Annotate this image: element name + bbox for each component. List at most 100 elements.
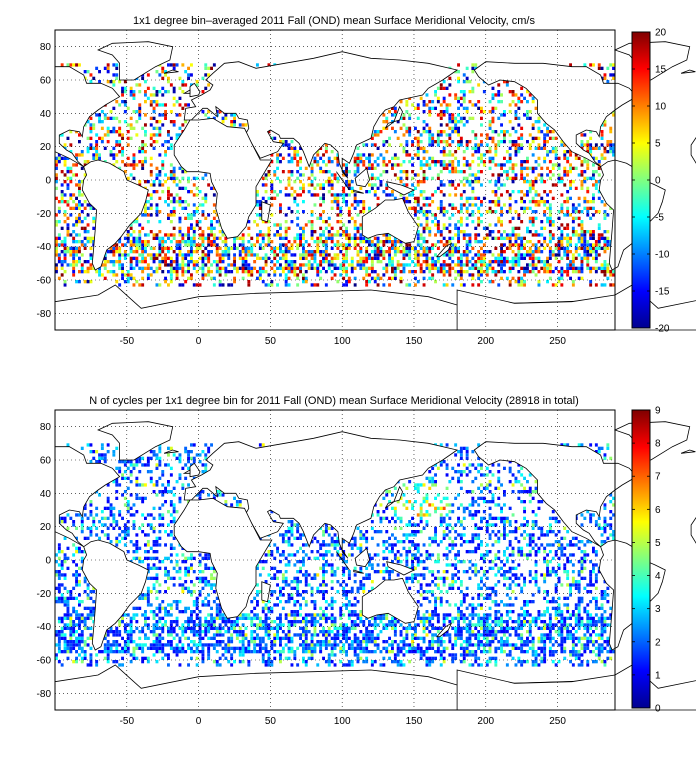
bin-cell [233, 263, 236, 267]
bin-cell [365, 250, 369, 254]
bin-cell [112, 253, 116, 257]
bin-cell [284, 213, 288, 217]
bin-cell [416, 256, 420, 260]
bin-cell [569, 243, 572, 247]
bin-cell [454, 123, 458, 127]
bin-cell [158, 240, 162, 244]
bin-cell [408, 206, 412, 210]
bin-cell [103, 146, 107, 150]
bin-cell [580, 230, 584, 234]
bin-cell [505, 160, 509, 164]
bin-cell [414, 126, 417, 130]
bin-cell [414, 173, 417, 177]
bin-cell [192, 650, 196, 654]
bin-cell [586, 260, 590, 264]
bin-cell [192, 590, 196, 594]
bin-cell [500, 163, 503, 167]
bin-cell [385, 236, 389, 240]
bin-cell [376, 186, 380, 190]
bin-cell [471, 90, 475, 94]
bin-cell [508, 193, 512, 197]
bin-cell [592, 170, 595, 174]
bin-cell [477, 256, 481, 260]
bin-cell [600, 266, 604, 270]
bin-cell [126, 253, 130, 257]
bin-cell [313, 156, 317, 160]
bin-cell [603, 120, 607, 124]
bin-cell [439, 270, 443, 274]
bin-cell [477, 106, 481, 110]
bin-cell [86, 443, 90, 447]
bin-cell [408, 243, 412, 247]
bin-cell [543, 236, 547, 240]
bin-cell [187, 643, 190, 647]
bin-cell [184, 256, 188, 260]
bin-cell [500, 183, 503, 187]
bin-cell [192, 263, 196, 267]
bin-cell [494, 256, 498, 260]
bin-cell [112, 273, 116, 277]
bin-cell [256, 253, 259, 257]
bin-cell [537, 120, 541, 124]
bin-cell [577, 156, 581, 160]
bin-cell [192, 643, 196, 647]
bin-cell [57, 660, 61, 664]
bin-cell [287, 170, 291, 174]
bin-cell [279, 206, 282, 210]
bin-cell [353, 200, 357, 204]
bin-cell [540, 233, 544, 237]
bin-cell [92, 153, 96, 157]
bin-cell [566, 200, 570, 204]
bin-cell [89, 126, 93, 130]
bin-cell [161, 70, 165, 74]
bin-cell [520, 163, 524, 167]
bin-cell [580, 266, 584, 270]
bin-cell [526, 173, 529, 177]
bin-cell [528, 220, 532, 224]
bin-cell [210, 276, 213, 280]
bin-cell [566, 156, 570, 160]
bin-cell [190, 243, 193, 247]
bin-cell [293, 260, 297, 264]
bin-cell [175, 253, 179, 257]
bin-cell [230, 113, 234, 117]
bin-cell [212, 193, 216, 197]
bin-cell [115, 480, 119, 484]
bin-cell [63, 586, 67, 590]
x-tick-label: 150 [406, 336, 423, 347]
bin-cell [258, 233, 262, 237]
bin-cell [290, 210, 294, 214]
bin-cell [606, 270, 610, 274]
bin-cell [141, 140, 145, 144]
bin-cell [126, 270, 130, 274]
bin-cell [520, 126, 524, 130]
bin-cell [132, 256, 136, 260]
bin-cell [221, 646, 225, 650]
bin-cell [586, 263, 590, 267]
bin-cell [181, 583, 185, 587]
bin-cell [517, 216, 521, 220]
bin-cell [428, 196, 432, 200]
bin-cell [169, 83, 173, 87]
bin-cell [327, 180, 331, 184]
bin-cell [445, 123, 449, 127]
bin-cell [327, 176, 331, 180]
bin-cell [66, 590, 70, 594]
bin-cell [169, 210, 173, 214]
bin-cell [434, 213, 437, 217]
bin-cell [373, 236, 377, 240]
bin-cell [123, 253, 127, 257]
bin-cell [393, 266, 397, 270]
bin-cell [146, 626, 150, 630]
bin-cell [175, 633, 179, 637]
bin-cell [589, 216, 593, 220]
bin-cell [385, 270, 389, 274]
bin-cell [284, 233, 288, 237]
bin-cell [356, 200, 360, 204]
bin-cell [78, 280, 81, 284]
bin-cell [416, 143, 420, 147]
bin-cell [276, 193, 279, 197]
bin-cell [327, 160, 331, 164]
bin-cell [534, 106, 538, 110]
bin-cell [146, 543, 150, 547]
